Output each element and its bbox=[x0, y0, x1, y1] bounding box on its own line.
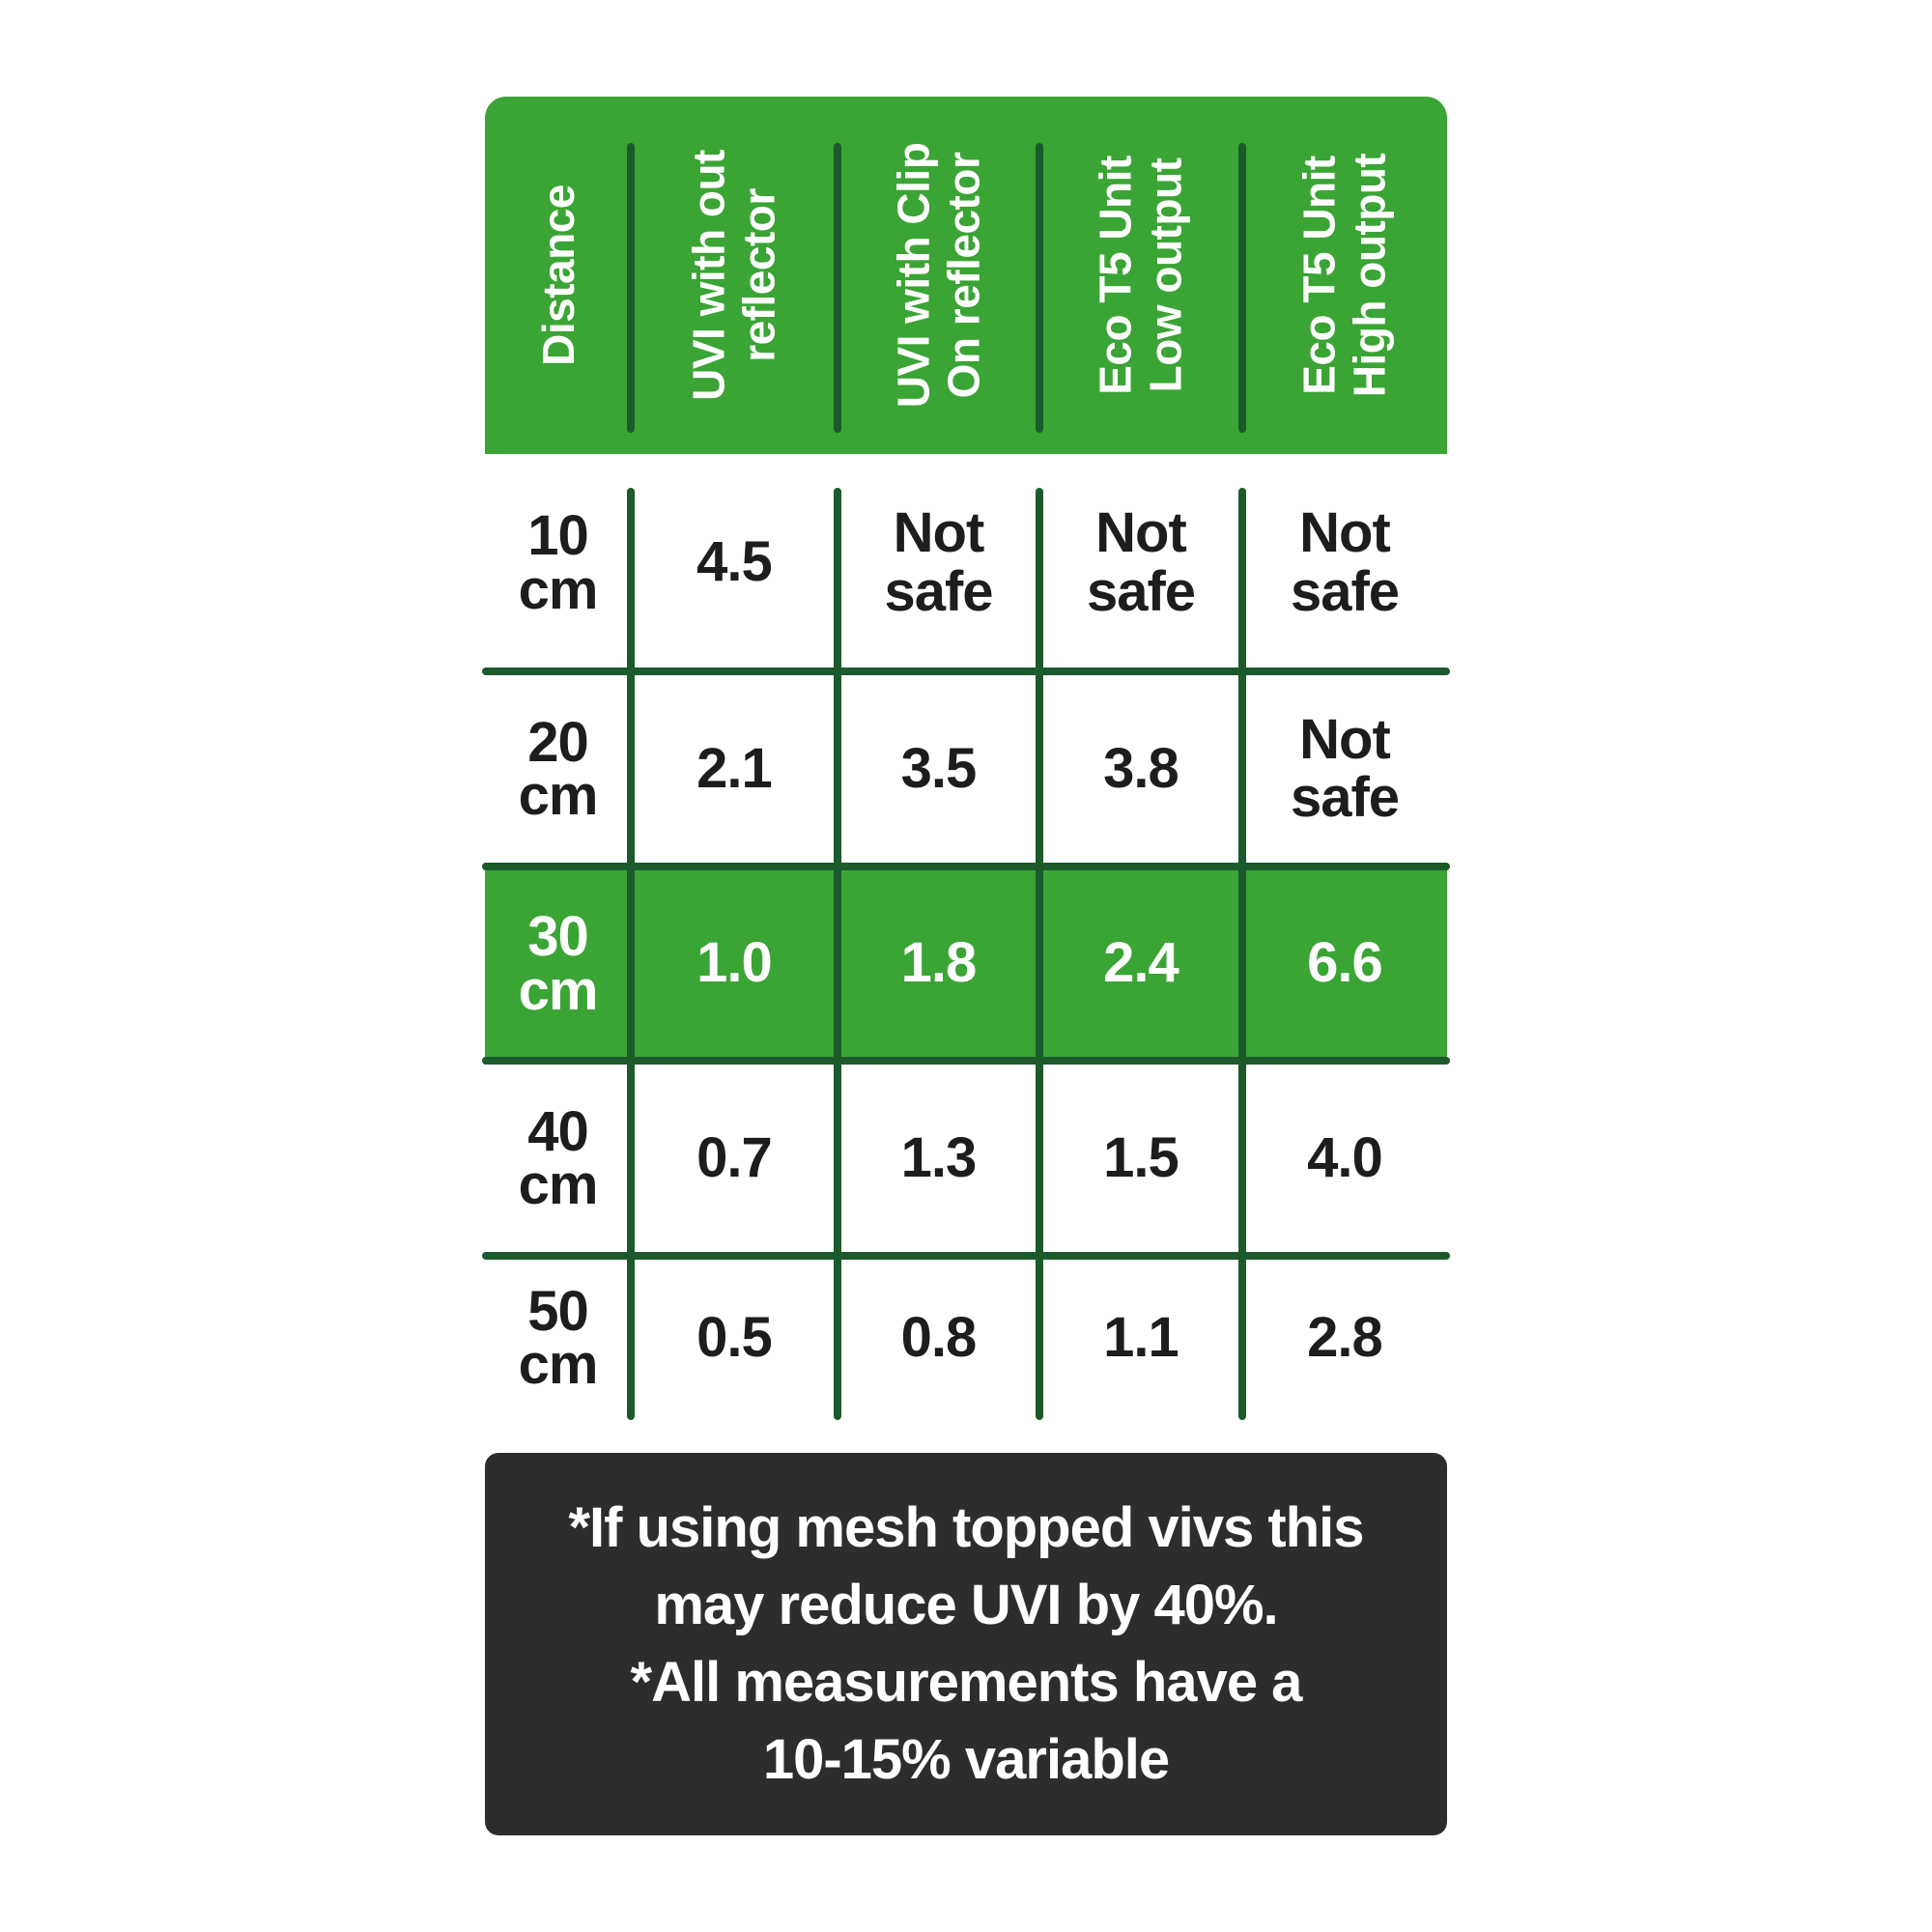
distance-cell-highlighted: 30 cm bbox=[518, 905, 599, 1022]
header-cell-eco-t5-high-output: Eco T5 Unit High output bbox=[1242, 97, 1447, 454]
value-cell: 2.1 bbox=[696, 736, 773, 800]
value-cell-highlighted: 2.4 bbox=[1103, 931, 1179, 995]
distance-cell: 40 cm bbox=[518, 1099, 599, 1216]
header-cell-distance: Distance bbox=[485, 97, 631, 454]
grid-line-vertical bbox=[627, 488, 635, 1420]
grid-line-vertical bbox=[1238, 488, 1246, 1420]
value-cell: 2.8 bbox=[1307, 1305, 1383, 1369]
header-separator bbox=[1238, 143, 1246, 433]
header-label-uvi-clip-on-reflector: UVI with Clip On reflector bbox=[888, 142, 989, 409]
value-cell-highlighted: 1.8 bbox=[900, 931, 978, 995]
table-grid: 10 cm 4.5 Not safe Not safe Not safe 20 … bbox=[485, 454, 1447, 1420]
value-cell: Not safe bbox=[884, 501, 993, 623]
header-separator bbox=[1036, 143, 1043, 433]
value-cell: 1.3 bbox=[900, 1125, 978, 1189]
grid-line-horizontal bbox=[482, 668, 1450, 675]
footnote-line: 10-15% variable bbox=[762, 1728, 1170, 1791]
value-cell: 3.8 bbox=[1103, 736, 1179, 800]
distance-cell: 50 cm bbox=[518, 1279, 599, 1396]
footnote-box: *If using mesh topped vivs this may redu… bbox=[485, 1453, 1447, 1835]
header-label-eco-t5-high-output: Eco T5 Unit High output bbox=[1293, 153, 1395, 398]
value-cell: Not safe bbox=[1290, 501, 1400, 623]
table-header: Distance UVI with out reflector UVI with… bbox=[485, 97, 1447, 454]
value-cell: Not safe bbox=[1086, 501, 1196, 623]
value-cell: 4.0 bbox=[1307, 1125, 1383, 1189]
value-cell-highlighted: 6.6 bbox=[1307, 931, 1383, 995]
value-cell: 0.8 bbox=[900, 1305, 978, 1369]
value-cell: 0.7 bbox=[696, 1125, 773, 1189]
grid-line-vertical bbox=[834, 488, 841, 1420]
highlighted-row-background bbox=[485, 863, 1447, 1065]
header-label-eco-t5-low-output: Eco T5 Unit Low output bbox=[1090, 156, 1191, 395]
value-cell: Not safe bbox=[1290, 707, 1400, 829]
value-cell: 3.5 bbox=[900, 736, 978, 800]
header-separator bbox=[627, 143, 635, 433]
footnote-line: *If using mesh topped vivs this bbox=[568, 1496, 1364, 1559]
distance-cell: 20 cm bbox=[518, 710, 599, 827]
value-cell: 4.5 bbox=[696, 530, 773, 594]
grid-line-horizontal bbox=[482, 1057, 1450, 1065]
table-body: 10 cm 4.5 Not safe Not safe Not safe 20 … bbox=[482, 454, 1450, 1420]
footnote-line: *All measurements have a bbox=[630, 1651, 1303, 1714]
header-label-distance: Distance bbox=[532, 185, 583, 366]
header-label-uvi-without-reflector: UVI with out reflector bbox=[683, 150, 784, 401]
value-cell: 0.5 bbox=[696, 1305, 773, 1369]
footnote-line: may reduce UVI by 40%. bbox=[654, 1574, 1278, 1636]
header-cell-eco-t5-low-output: Eco T5 Unit Low output bbox=[1039, 97, 1242, 454]
header-cell-uvi-without-reflector: UVI with out reflector bbox=[631, 97, 838, 454]
distance-cell: 10 cm bbox=[518, 504, 599, 621]
value-cell: 1.1 bbox=[1103, 1305, 1179, 1369]
grid-line-vertical bbox=[1036, 488, 1043, 1420]
value-cell-highlighted: 1.0 bbox=[696, 931, 773, 995]
grid-line-horizontal bbox=[482, 1252, 1450, 1260]
value-cell: 1.5 bbox=[1103, 1125, 1179, 1189]
header-separator bbox=[834, 143, 841, 433]
grid-line-horizontal bbox=[482, 863, 1450, 870]
header-cell-uvi-clip-on-reflector: UVI with Clip On reflector bbox=[838, 97, 1039, 454]
